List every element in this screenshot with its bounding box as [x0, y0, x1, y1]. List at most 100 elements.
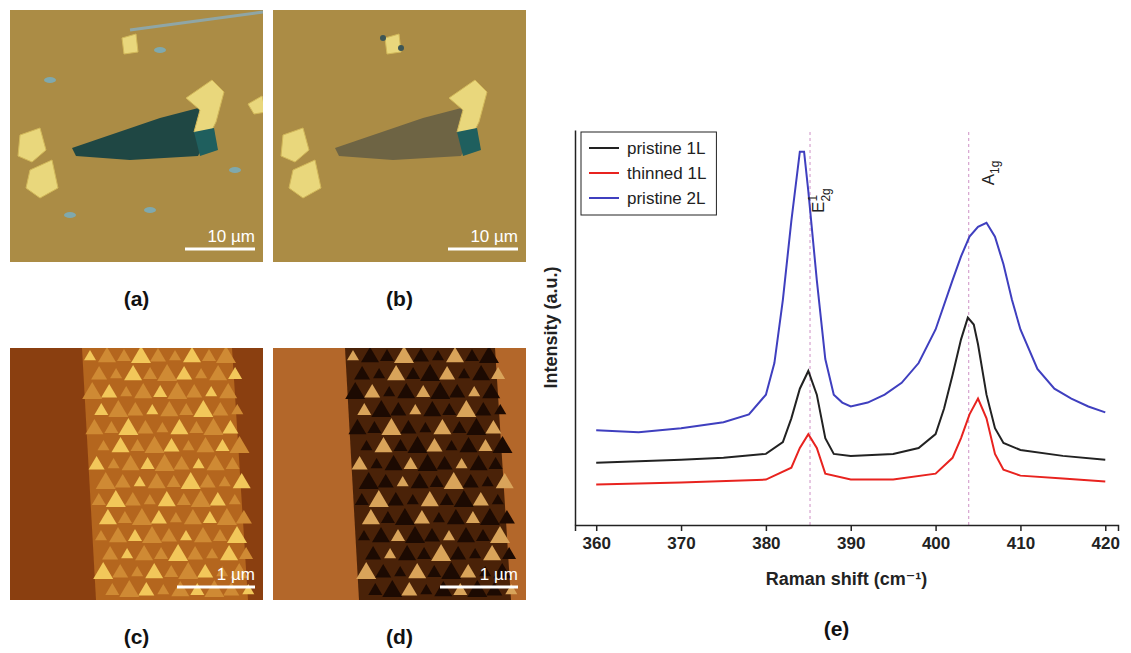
- domain-texture: [95, 530, 107, 540]
- domain-texture: [365, 546, 381, 560]
- domain-texture: [112, 564, 128, 578]
- domain-texture: [121, 548, 133, 558]
- domain-texture: [375, 437, 393, 452]
- tick-mark: [681, 525, 683, 531]
- domain-texture: [236, 510, 252, 524]
- domain-texture: [99, 509, 117, 524]
- domain-texture: [465, 349, 479, 361]
- domain-texture: [482, 383, 500, 398]
- domain-texture: [460, 564, 476, 578]
- domain-texture: [193, 458, 205, 468]
- domain-texture: [450, 546, 466, 560]
- domain-texture: [449, 384, 465, 398]
- reference-line: [809, 130, 810, 525]
- panel-label: (a): [124, 287, 150, 310]
- domain-texture: [348, 419, 366, 434]
- domain-texture: [499, 510, 515, 524]
- domain-texture: [197, 437, 215, 452]
- domain-texture: [382, 580, 402, 597]
- tick-label: 380: [752, 534, 780, 553]
- domain-texture: [93, 562, 113, 579]
- domain-texture: [476, 529, 490, 541]
- domain-texture: [96, 472, 116, 489]
- domain-texture: [394, 566, 406, 576]
- domain-texture: [447, 509, 465, 524]
- flake: [289, 160, 321, 198]
- domain-texture: [442, 403, 456, 415]
- domain-texture: [148, 473, 166, 488]
- plot-area: [596, 130, 1105, 525]
- domain-texture: [456, 400, 476, 417]
- annotation-text: E12g: [806, 188, 833, 213]
- legend-frame: [581, 132, 716, 215]
- substrate: [273, 10, 526, 262]
- domain-texture: [439, 366, 455, 380]
- panel-label: (b): [386, 287, 413, 310]
- domain-texture: [228, 367, 242, 379]
- domain-texture: [195, 368, 207, 378]
- domain-texture: [440, 493, 454, 505]
- tick-mark: [596, 525, 598, 531]
- domain-texture: [135, 545, 153, 560]
- domain-texture: [406, 367, 420, 379]
- domain-texture: [231, 404, 243, 414]
- legend-swatch: [589, 197, 619, 199]
- domain-texture: [153, 385, 167, 397]
- domain-texture: [220, 545, 238, 560]
- domain-texture: [118, 418, 138, 435]
- domain-texture: [424, 528, 440, 542]
- domain-texture: [479, 348, 499, 363]
- domain-texture: [197, 564, 213, 578]
- domain-texture: [155, 454, 175, 471]
- domain-texture: [431, 544, 451, 561]
- scale-bar: [177, 586, 255, 589]
- domain-texture: [388, 492, 404, 506]
- substrate: [10, 10, 263, 262]
- panel-label: (c): [124, 625, 150, 648]
- image: [10, 10, 263, 262]
- domain-texture: [82, 382, 102, 399]
- y-axis: [575, 131, 576, 526]
- domain-texture: [443, 530, 455, 540]
- domain-texture: [109, 527, 127, 542]
- scale-bar: [185, 248, 255, 251]
- domain-texture: [418, 454, 438, 471]
- domain-texture: [115, 474, 131, 488]
- domain-texture: [102, 546, 118, 560]
- domain-texture: [150, 348, 166, 362]
- tick-label: 390: [837, 534, 865, 553]
- image-panel: 10 µm: [273, 10, 526, 262]
- domain-texture: [401, 582, 417, 596]
- flake: [248, 96, 263, 114]
- domain-texture: [444, 472, 464, 489]
- domain-texture: [469, 548, 481, 558]
- domain-texture: [112, 437, 130, 452]
- domain-texture: [229, 494, 241, 504]
- flake: [385, 34, 401, 54]
- domain-texture: [394, 348, 414, 363]
- domain-texture: [420, 584, 432, 594]
- domain-texture: [164, 438, 180, 452]
- flake: [380, 35, 386, 41]
- domain-texture: [132, 508, 152, 525]
- domain-texture: [433, 512, 445, 522]
- domain-texture: [453, 583, 467, 595]
- tick: 420: [1092, 525, 1120, 553]
- domain-texture: [494, 404, 506, 414]
- domain-texture: [371, 458, 383, 468]
- domain-texture: [390, 402, 406, 416]
- domain-texture: [387, 365, 405, 380]
- domain-texture: [372, 527, 390, 542]
- domain-texture: [491, 367, 505, 379]
- domain-texture: [364, 384, 380, 398]
- domain-texture: [367, 421, 381, 433]
- domain-texture: [177, 493, 191, 505]
- domain-texture: [137, 420, 153, 434]
- domain-texture: [191, 490, 211, 507]
- image-panel: 1 µm: [10, 346, 263, 600]
- domain-texture: [94, 403, 108, 415]
- domain-texture: [434, 581, 452, 596]
- scale-bar-label: 10 µm: [470, 227, 518, 246]
- annotation-main: E: [809, 202, 828, 213]
- flake: [194, 128, 218, 156]
